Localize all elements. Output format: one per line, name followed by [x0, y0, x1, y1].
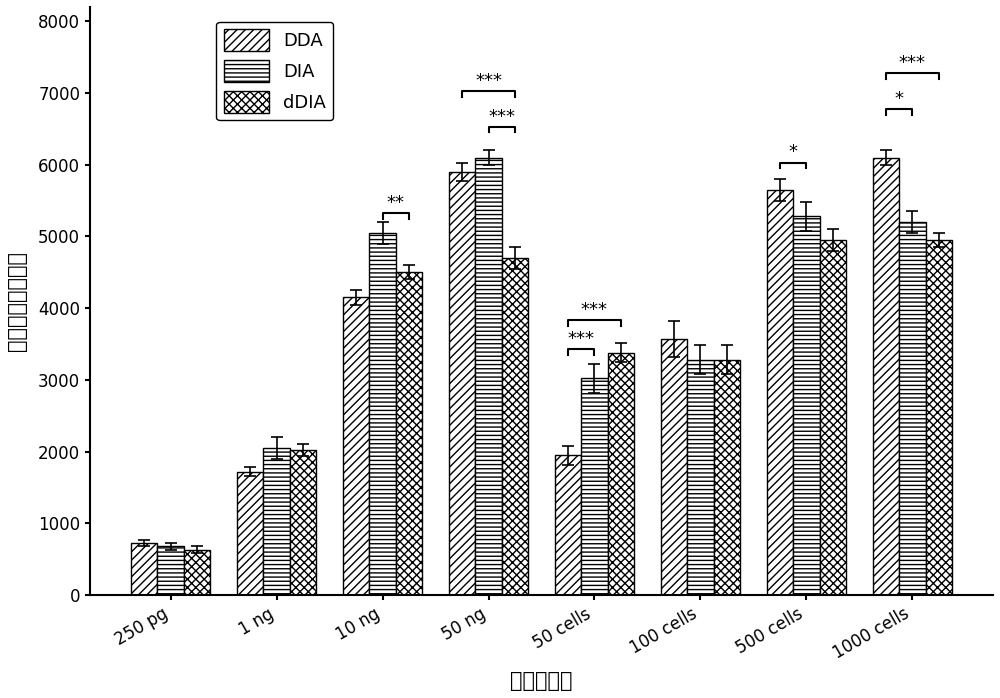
Bar	[184, 550, 210, 595]
Bar	[926, 240, 952, 595]
Bar	[555, 455, 581, 595]
Y-axis label: 平均鉴定蛋白质组: 平均鉴定蛋白质组	[7, 251, 27, 351]
Bar	[237, 472, 263, 595]
Text: ***: ***	[899, 54, 926, 72]
Bar	[290, 450, 316, 595]
Bar	[687, 359, 714, 595]
Text: ***: ***	[568, 330, 595, 348]
X-axis label: 不同上样量: 不同上样量	[510, 671, 573, 691]
Bar	[157, 547, 184, 595]
Text: **: **	[387, 194, 405, 211]
Bar	[449, 172, 475, 595]
Bar	[131, 542, 157, 595]
Bar	[502, 258, 528, 595]
Bar	[793, 216, 820, 595]
Legend: DDA, DIA, dDIA: DDA, DIA, dDIA	[216, 22, 333, 121]
Bar	[767, 190, 793, 595]
Bar	[263, 448, 290, 595]
Text: *: *	[895, 90, 904, 107]
Bar	[343, 297, 369, 595]
Bar	[475, 158, 502, 595]
Bar	[369, 233, 396, 595]
Text: ***: ***	[488, 107, 515, 126]
Bar	[714, 359, 740, 595]
Bar	[608, 352, 634, 595]
Text: *: *	[789, 144, 798, 161]
Bar	[661, 339, 687, 595]
Text: ***: ***	[475, 72, 502, 90]
Bar	[899, 222, 926, 595]
Bar	[581, 378, 608, 595]
Bar	[396, 272, 422, 595]
Text: ***: ***	[581, 302, 608, 319]
Bar	[873, 158, 899, 595]
Bar	[820, 240, 846, 595]
